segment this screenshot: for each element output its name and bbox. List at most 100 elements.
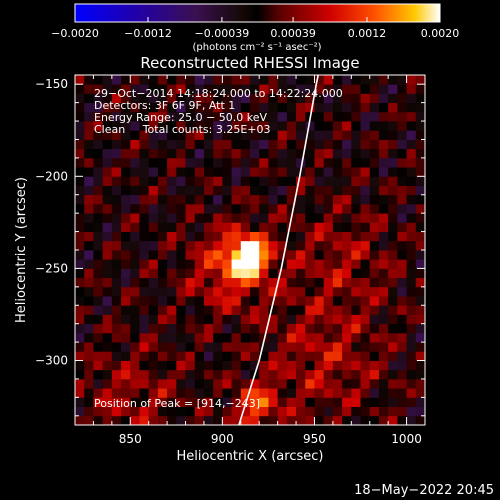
heatmap-cell	[268, 286, 279, 297]
x-tick-label: 900	[211, 432, 234, 446]
heatmap-cell	[296, 314, 306, 325]
heatmap-cell	[277, 240, 288, 251]
heatmap-cell	[194, 277, 205, 288]
solar-limb-line	[238, 75, 319, 425]
heatmap-cell	[378, 93, 389, 104]
heatmap-cell	[351, 93, 361, 104]
heatmap-cell	[167, 378, 177, 389]
heatmap-cell	[351, 185, 361, 196]
heatmap-cell	[203, 351, 214, 361]
heatmap-cell	[176, 342, 186, 352]
heatmap-cell	[121, 194, 131, 205]
heatmap-cell	[194, 268, 205, 279]
heatmap-cell	[194, 130, 205, 140]
heatmap-cell	[167, 148, 177, 159]
heatmap-cell	[93, 102, 104, 113]
heatmap-cell	[351, 213, 361, 223]
heatmap-cell	[296, 102, 306, 113]
heatmap-cell	[378, 111, 389, 122]
heatmap-cell	[167, 360, 177, 371]
heatmap-cell	[93, 323, 104, 334]
heatmap-cell	[415, 185, 425, 196]
heatmap-cell	[268, 406, 279, 417]
heatmap-cell	[415, 157, 425, 168]
heatmap-cell	[111, 378, 122, 389]
heatmap-cell	[250, 102, 260, 113]
heatmap-cell	[222, 84, 232, 94]
heatmap-cell	[342, 277, 352, 288]
heatmap-cell	[388, 231, 398, 242]
heatmap-cell	[342, 369, 352, 380]
heatmap-cell	[323, 397, 334, 407]
heatmap-cell	[332, 84, 343, 94]
heatmap-cell	[102, 111, 113, 122]
heatmap-cell	[259, 194, 269, 205]
heatmap-cell	[231, 277, 242, 288]
heatmap-cell	[406, 194, 417, 205]
heatmap-cell	[240, 360, 251, 371]
heatmap-cell	[75, 378, 85, 389]
heatmap-cell	[222, 397, 232, 407]
heatmap-cell	[75, 148, 85, 159]
heatmap-cell	[314, 203, 325, 214]
heatmap-cell	[351, 323, 361, 334]
heatmap-cell	[360, 332, 371, 343]
heatmap-cell	[222, 296, 232, 306]
heatmap-cell	[360, 231, 371, 242]
heatmap-cell	[360, 240, 371, 251]
heatmap-cell	[102, 342, 113, 352]
heatmap-cell	[102, 378, 113, 389]
y-axis-title: Heliocentric Y (arcsec)	[14, 177, 29, 323]
heatmap-cell	[332, 167, 343, 177]
heatmap-cell	[130, 388, 140, 398]
heatmap-cell	[157, 157, 168, 168]
heatmap-cell	[314, 250, 325, 260]
heatmap-cell	[102, 314, 113, 325]
heatmap-cell	[231, 360, 242, 371]
heatmap-cell	[378, 268, 389, 279]
heatmap-cell	[167, 351, 177, 361]
heatmap-cell	[342, 176, 352, 186]
heatmap-cell	[176, 314, 186, 325]
heatmap-cell	[102, 185, 113, 196]
heatmap-cell	[222, 378, 232, 389]
heatmap-cell	[397, 314, 407, 325]
heatmap-cell	[296, 185, 306, 196]
heatmap-cell	[305, 305, 315, 315]
heatmap-cell	[259, 139, 269, 150]
heatmap-cell	[259, 250, 269, 260]
heatmap-cell	[139, 314, 150, 325]
heatmap-cell	[388, 388, 398, 398]
heatmap-cell	[296, 296, 306, 306]
heatmap-cell	[75, 111, 85, 122]
heatmap-cell	[277, 332, 288, 343]
heatmap-cell	[406, 286, 417, 297]
heatmap-cell	[121, 415, 131, 425]
heatmap-cell	[222, 250, 232, 260]
heatmap-cell	[369, 369, 380, 380]
heatmap-cell	[139, 277, 150, 288]
heatmap-cell	[332, 194, 343, 205]
heatmap-cell	[148, 323, 159, 334]
heatmap-cell	[305, 360, 315, 371]
heatmap-cell	[213, 286, 223, 297]
heatmap-cell	[130, 185, 140, 196]
heatmap-cell	[213, 222, 223, 232]
heatmap-cell	[111, 286, 122, 297]
heatmap-cell	[277, 323, 288, 334]
heatmap-cell	[250, 148, 260, 159]
heatmap-cell	[360, 388, 371, 398]
heatmap-cell	[378, 286, 389, 297]
heatmap-cell	[231, 121, 242, 131]
heatmap-cell	[167, 93, 177, 104]
heatmap-cell	[397, 203, 407, 214]
heatmap-cell	[305, 121, 315, 131]
heatmap-cell	[231, 222, 242, 232]
heatmap-cell	[286, 157, 297, 168]
heatmap-cell	[250, 203, 260, 214]
heatmap-cell	[231, 84, 242, 94]
x-tick-label: 1000	[391, 432, 422, 446]
heatmap-cell	[139, 415, 150, 425]
heatmap-cell	[130, 157, 140, 168]
heatmap-cell	[342, 231, 352, 242]
